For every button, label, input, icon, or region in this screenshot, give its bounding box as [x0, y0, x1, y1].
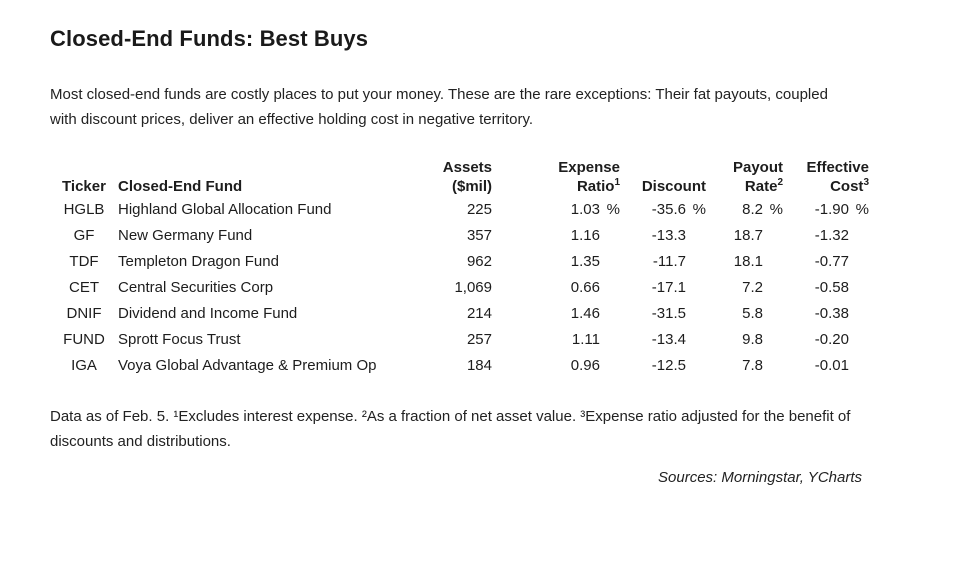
- discount-cell: -12.5: [651, 356, 686, 374]
- funds-table: Ticker Closed-End Fund Assets ($mil) Exp…: [50, 158, 869, 378]
- payout-rate-cell: 7.8: [742, 356, 763, 374]
- column-header-expense-ratio: Expense Ratio1: [558, 159, 620, 195]
- assets-cell: 357: [466, 226, 492, 244]
- expense-ratio-cell: 1.11: [571, 330, 600, 348]
- ticker-cell: CET: [69, 278, 99, 296]
- percent-sign: %: [855, 200, 869, 218]
- ticker-cell: DNIF: [66, 304, 102, 322]
- fund-name-cell: Central Securities Corp: [118, 278, 274, 296]
- fund-name-cell: Highland Global Allocation Fund: [118, 200, 332, 218]
- assets-cell: 184: [466, 356, 492, 374]
- discount-cell: -11.7: [652, 252, 686, 270]
- payout-rate-cell: 7.2: [742, 278, 763, 296]
- effective-cost-cell: -0.77: [814, 252, 849, 270]
- fund-name-cell: Templeton Dragon Fund: [118, 252, 279, 270]
- footnote-marker-2: 2: [777, 177, 783, 188]
- table-row: GF New Germany Fund 357 1.16 -13.3 18.7 …: [50, 222, 869, 248]
- column-header-ticker: Ticker: [62, 178, 106, 195]
- ticker-cell: IGA: [71, 356, 97, 374]
- expense-ratio-cell: 1.35: [570, 252, 600, 270]
- discount-cell: -35.6%: [651, 200, 706, 218]
- discount-cell: -17.1: [651, 278, 686, 296]
- effective-cost-cell: -1.32: [814, 226, 849, 244]
- footnote-marker-3: 3: [863, 177, 869, 188]
- table-row: CET Central Securities Corp 1,069 0.66 -…: [50, 274, 869, 300]
- effective-cost-cell: -0.01: [814, 356, 849, 374]
- sources-text: Sources: Morningstar, YCharts: [658, 469, 862, 486]
- discount-cell: -13.4: [651, 330, 686, 348]
- assets-cell: 1,069: [454, 278, 492, 296]
- column-header-assets: Assets ($mil): [442, 159, 492, 195]
- expense-ratio-cell: 0.66: [570, 278, 600, 296]
- fund-name-cell: New Germany Fund: [118, 226, 253, 244]
- assets-cell: 962: [466, 252, 492, 270]
- column-header-fund: Closed-End Fund: [118, 178, 243, 195]
- ticker-cell: FUND: [63, 330, 105, 348]
- intro-text: Most closed-end funds are costly places …: [50, 86, 828, 128]
- effective-cost-cell: -0.20: [814, 330, 849, 348]
- column-header-discount: Discount: [641, 178, 706, 195]
- percent-sign: %: [606, 200, 620, 218]
- table-row: IGA Voya Global Advantage & Premium Op 1…: [50, 352, 869, 378]
- footnote-marker-1: 1: [614, 177, 620, 188]
- effective-cost-cell: -0.58: [814, 278, 849, 296]
- fund-name-cell: Sprott Focus Trust: [118, 330, 241, 348]
- assets-cell: 257: [466, 330, 492, 348]
- discount-cell: -31.5: [651, 304, 686, 322]
- payout-rate-cell: 5.8: [742, 304, 763, 322]
- table-row: DNIF Dividend and Income Fund 214 1.46 -…: [50, 300, 869, 326]
- expense-ratio-cell: 0.96: [570, 356, 600, 374]
- funds-table-header: Ticker Closed-End Fund Assets ($mil) Exp…: [50, 158, 869, 196]
- percent-sign: %: [692, 200, 706, 218]
- column-header-effective-cost: Effective Cost3: [806, 159, 869, 195]
- footnote-text: Data as of Feb. 5. ¹Excludes interest ex…: [50, 408, 851, 450]
- assets-cell: 225: [466, 200, 492, 218]
- payout-rate-cell: 18.7: [733, 226, 763, 244]
- effective-cost-cell: -1.90%: [814, 200, 869, 218]
- expense-ratio-cell: 1.16: [570, 226, 600, 244]
- table-row: FUND Sprott Focus Trust 257 1.11 -13.4 9…: [50, 326, 869, 352]
- page-title: Closed-End Funds: Best Buys: [50, 26, 369, 51]
- ticker-cell: GF: [73, 226, 95, 244]
- fund-name-cell: Dividend and Income Fund: [118, 304, 298, 322]
- table-row: TDF Templeton Dragon Fund 962 1.35 -11.7…: [50, 248, 869, 274]
- assets-cell: 214: [466, 304, 492, 322]
- fund-name-cell: Voya Global Advantage & Premium Op: [118, 356, 377, 374]
- ticker-cell: TDF: [69, 252, 99, 270]
- percent-sign: %: [769, 200, 783, 218]
- expense-ratio-cell: 1.46: [570, 304, 600, 322]
- table-row: HGLB Highland Global Allocation Fund 225…: [50, 196, 869, 222]
- payout-rate-cell: 18.1: [733, 252, 763, 270]
- expense-ratio-cell: 1.03%: [570, 200, 620, 218]
- funds-table-body: HGLB Highland Global Allocation Fund 225…: [50, 196, 869, 378]
- effective-cost-cell: -0.38: [814, 304, 849, 322]
- payout-rate-cell: 9.8: [742, 330, 763, 348]
- ticker-cell: HGLB: [63, 200, 105, 218]
- column-header-payout-rate: Payout Rate2: [732, 159, 783, 195]
- payout-rate-cell: 8.2%: [742, 200, 783, 218]
- discount-cell: -13.3: [651, 226, 686, 244]
